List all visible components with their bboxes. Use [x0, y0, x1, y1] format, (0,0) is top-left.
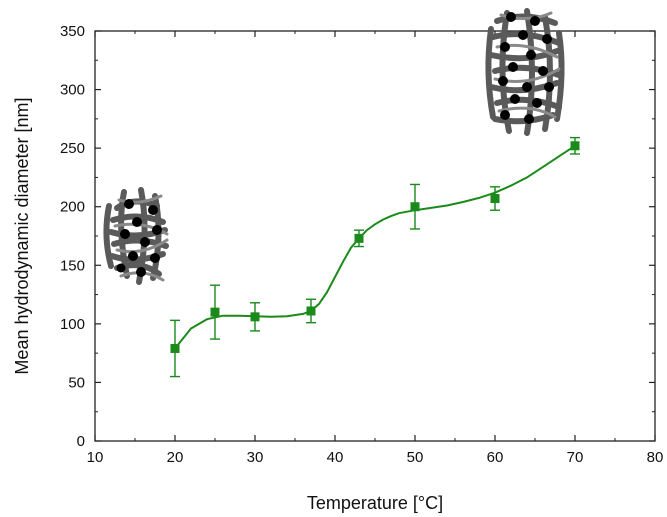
data-point: [210, 284, 220, 340]
data-point: [170, 319, 180, 378]
x-tick-label: 20: [167, 449, 184, 466]
y-tick-label: 300: [60, 82, 85, 99]
marker-square: [490, 194, 500, 204]
y-axis-title: Mean hydrodynamic diameter [nm]: [12, 97, 32, 374]
marker-square: [170, 343, 180, 353]
y-tick-label: 250: [60, 140, 85, 157]
plot-frame: [94, 30, 656, 442]
tick-labels: 10 20 30 40 50 60 70 80 0 50 100 150 200 250 300 350: [60, 23, 663, 466]
x-tick-label: 30: [247, 449, 264, 466]
marker-square: [570, 141, 580, 151]
x-tick-label: 40: [327, 449, 344, 466]
marker-square: [210, 307, 220, 317]
marker-square: [354, 233, 364, 243]
small-particle-cluster-icon: [103, 187, 169, 285]
data-point: [250, 302, 260, 332]
marker-square: [306, 306, 316, 316]
data-point: [490, 186, 500, 211]
data-point: [306, 298, 316, 324]
y-tick-label: 100: [60, 316, 85, 333]
y-tick-label: 200: [60, 199, 85, 216]
y-tick-label: 0: [77, 433, 85, 450]
fit-curve: [174, 144, 576, 350]
x-tick-label: 10: [87, 449, 104, 466]
fit-layer: [174, 144, 576, 350]
x-tick-label: 60: [487, 449, 504, 466]
x-tick-label: 70: [567, 449, 584, 466]
x-axis-title: Temperature [°C]: [307, 493, 443, 513]
ticks: [94, 30, 656, 442]
points-layer: [170, 136, 580, 378]
x-tick-label: 80: [647, 449, 664, 466]
data-point: [410, 183, 420, 230]
x-tick-label: 50: [407, 449, 424, 466]
y-tick-label: 350: [60, 23, 85, 40]
data-point: [570, 136, 580, 155]
marker-square: [250, 312, 260, 322]
y-tick-label: 150: [60, 257, 85, 274]
marker-square: [410, 202, 420, 212]
data-point: [354, 229, 364, 248]
large-particle-cluster-icon: [485, 8, 565, 136]
y-tick-label: 50: [68, 374, 85, 391]
